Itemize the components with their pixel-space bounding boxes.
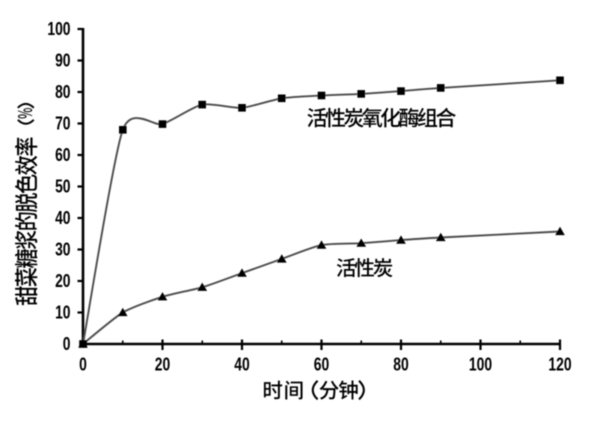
svg-text:120: 120 — [548, 354, 571, 374]
svg-text:0: 0 — [63, 334, 71, 354]
svg-text:80: 80 — [55, 82, 70, 102]
svg-text:50: 50 — [55, 177, 70, 197]
svg-text:40: 40 — [234, 354, 249, 374]
svg-text:30: 30 — [55, 240, 70, 260]
svg-text:10: 10 — [55, 303, 70, 323]
svg-text:80: 80 — [393, 354, 408, 374]
svg-text:90: 90 — [55, 51, 70, 71]
svg-text:100: 100 — [469, 354, 492, 374]
svg-text:20: 20 — [155, 354, 170, 374]
svg-text:60: 60 — [314, 354, 329, 374]
svg-text:100: 100 — [47, 19, 70, 39]
svg-text:70: 70 — [55, 114, 70, 134]
svg-text:40: 40 — [55, 208, 70, 228]
svg-text:60: 60 — [55, 145, 70, 165]
svg-text:0: 0 — [79, 354, 87, 374]
svg-text:20: 20 — [55, 271, 70, 291]
